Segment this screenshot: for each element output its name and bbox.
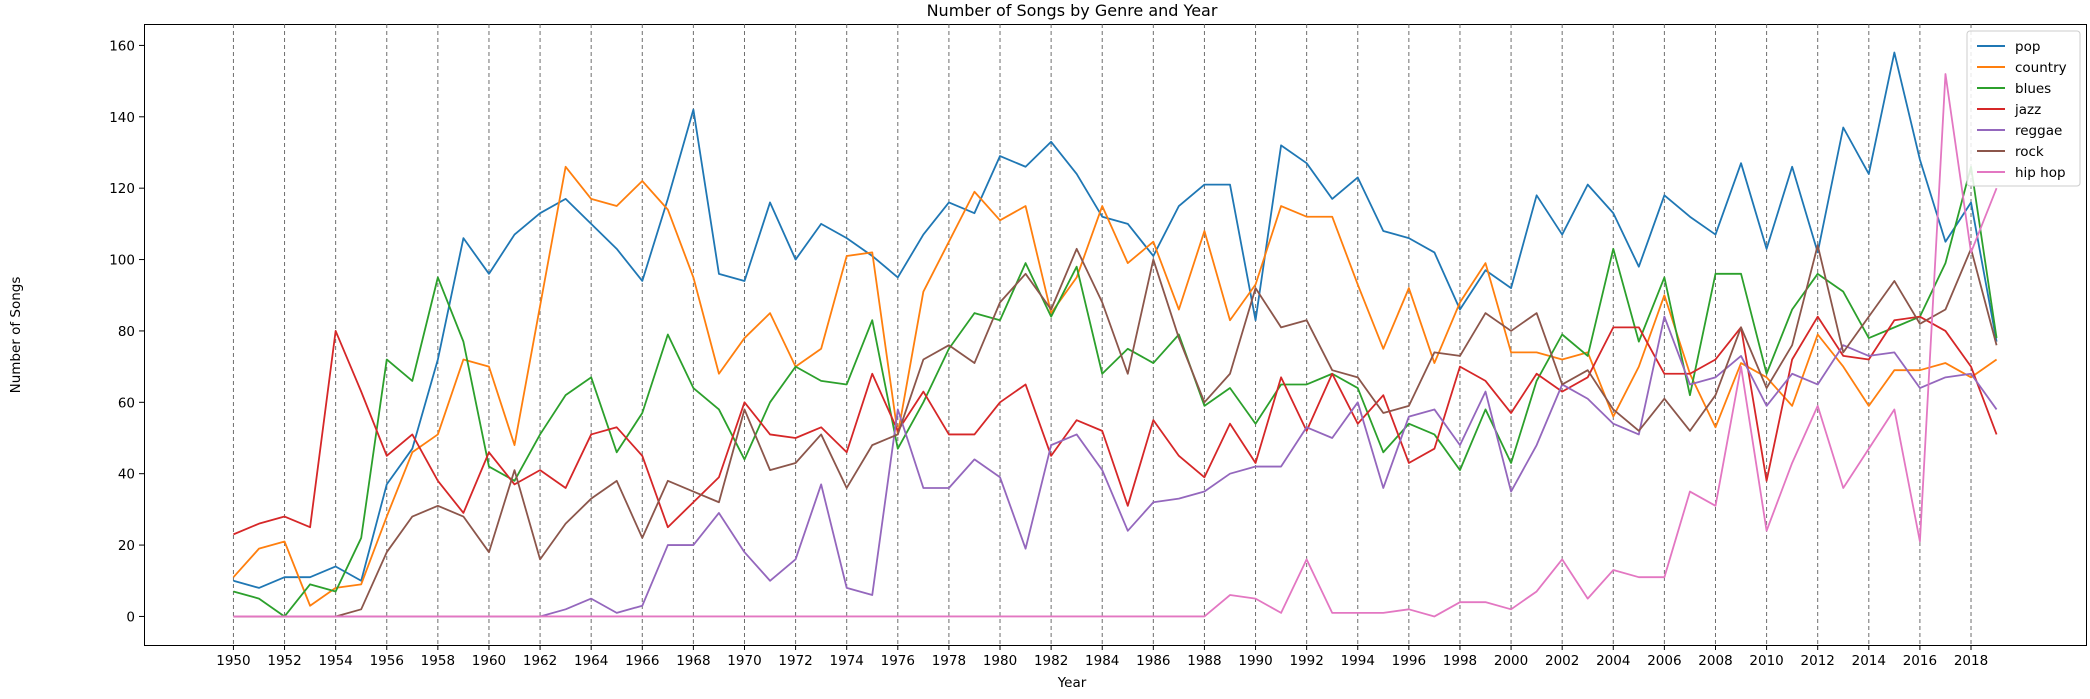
x-tick-label: 1970 <box>727 653 761 669</box>
x-tick-label: 1966 <box>625 653 659 669</box>
y-tick-label: 40 <box>118 467 135 483</box>
series-line-rock <box>233 244 1998 618</box>
series-line-country <box>232 165 1998 607</box>
legend-label: blues <box>2015 81 2051 97</box>
x-tick-label: 2014 <box>1852 653 1886 669</box>
plot-frame <box>144 24 2087 646</box>
legend: pop country blues jazz reggae rock hip hop <box>1966 30 2081 187</box>
x-tick-label: 1962 <box>523 653 557 669</box>
x-tick-label: 1950 <box>216 653 250 669</box>
x-tick-label: 2004 <box>1596 653 1630 669</box>
x-tick-label: 2002 <box>1545 653 1579 669</box>
y-tick-label: 120 <box>109 181 135 197</box>
y-axis-label: Number of Songs <box>8 277 24 394</box>
series-line-hip-hop <box>233 73 1998 618</box>
x-tick-label: 1994 <box>1341 653 1375 669</box>
legend-label: jazz <box>2014 102 2041 118</box>
y-tick-label: 60 <box>118 395 135 411</box>
series-line-pop <box>233 51 1998 589</box>
x-tick-label: 1972 <box>778 653 812 669</box>
x-axis: 1950 1952 1954 1956 1958 1960 1962 1964 1966 1968… <box>216 645 1988 669</box>
legend-label: country <box>2015 60 2067 76</box>
x-tick-label: 1974 <box>830 653 864 669</box>
x-tick-label: 1978 <box>932 653 966 669</box>
series-line-jazz <box>233 315 1998 536</box>
legend-label: rock <box>2015 144 2044 160</box>
grid-lines <box>232 24 1972 645</box>
x-tick-label: 1986 <box>1136 653 1170 669</box>
y-tick-label: 20 <box>118 538 135 554</box>
x-tick-label: 1988 <box>1187 653 1221 669</box>
x-tick-label: 2006 <box>1647 653 1681 669</box>
x-tick-label: 1998 <box>1443 653 1477 669</box>
y-tick-label: 80 <box>118 324 135 340</box>
y-tick-label: 160 <box>109 38 135 54</box>
y-tick-label: 140 <box>109 110 135 126</box>
y-tick-label: 100 <box>109 253 135 269</box>
x-tick-label: 1992 <box>1289 653 1323 669</box>
x-tick-label: 1990 <box>1238 653 1272 669</box>
x-tick-label: 1996 <box>1392 653 1426 669</box>
series-lines <box>232 51 1998 618</box>
legend-label: pop <box>2015 39 2040 55</box>
x-tick-label: 2016 <box>1903 653 1937 669</box>
x-tick-label: 1982 <box>1034 653 1068 669</box>
series-line-blues <box>233 165 1998 618</box>
y-tick-label: 0 <box>126 609 135 625</box>
x-tick-label: 1954 <box>318 653 352 669</box>
legend-box <box>1966 30 2081 187</box>
legend-label: reggae <box>2015 123 2062 139</box>
x-tick-label: 1968 <box>676 653 710 669</box>
x-tick-label: 1958 <box>421 653 455 669</box>
y-axis: 0 20 40 60 80 100 120 140 160 <box>109 38 144 625</box>
x-tick-label: 2018 <box>1954 653 1988 669</box>
x-tick-label: 1952 <box>267 653 301 669</box>
x-tick-label: 2012 <box>1801 653 1835 669</box>
x-tick-label: 1964 <box>574 653 608 669</box>
x-tick-label: 1984 <box>1085 653 1119 669</box>
x-tick-label: 2000 <box>1494 653 1528 669</box>
chart-title: Number of Songs by Genre and Year <box>927 1 1218 20</box>
legend-label: hip hop <box>2015 165 2066 181</box>
x-tick-label: 1956 <box>370 653 404 669</box>
x-tick-label: 2010 <box>1749 653 1783 669</box>
x-tick-label: 1976 <box>881 653 915 669</box>
x-axis-label: Year <box>1057 675 1087 691</box>
x-tick-label: 1980 <box>983 653 1017 669</box>
x-tick-label: 2008 <box>1698 653 1732 669</box>
x-tick-label: 1960 <box>472 653 506 669</box>
